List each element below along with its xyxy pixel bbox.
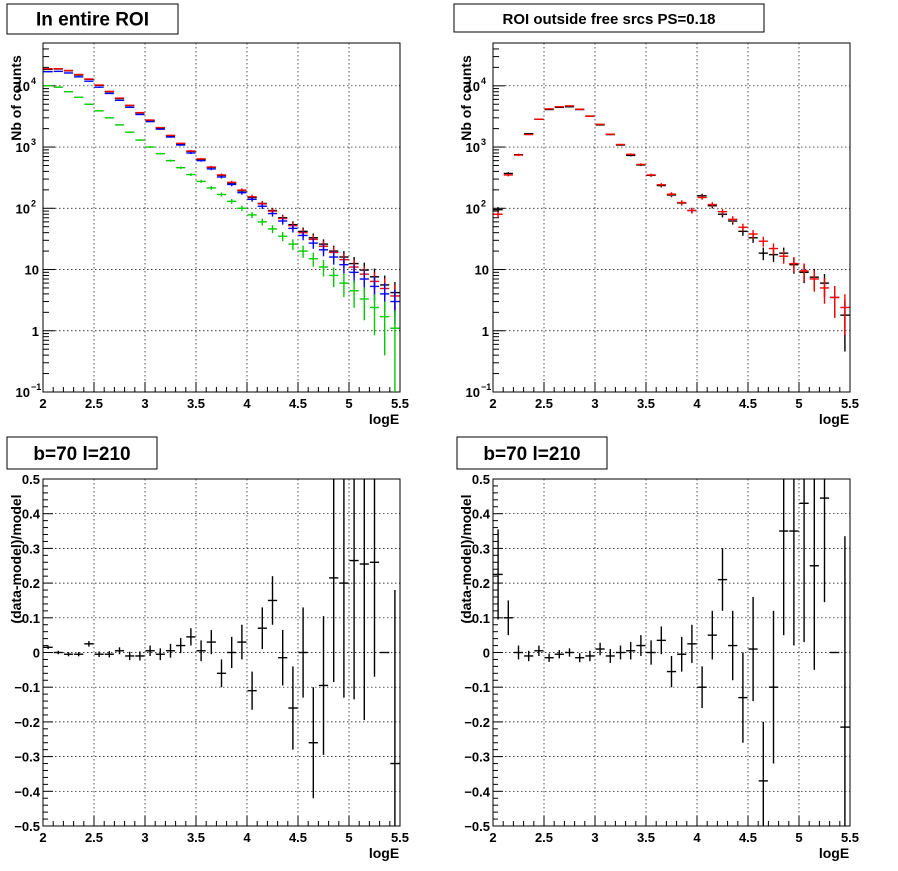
chart-title: In entire ROI xyxy=(36,10,149,31)
y-tick-label: 0.3 xyxy=(22,541,40,556)
y-tick-label: 0 xyxy=(33,646,40,661)
chart-panel: 2 2.5 3 3.5 4 4.5 5 5.5 −0.5 −0.4 −0.3 −0.2 −0.1 0 0.1… xyxy=(6,436,409,861)
x-tick-label: 2.5 xyxy=(85,830,103,845)
y-tick-label: 0 xyxy=(483,646,490,661)
x-tick-label: 2.5 xyxy=(535,830,553,845)
y-tick-label: 1 xyxy=(32,324,39,339)
x-tick-label: 5 xyxy=(795,396,802,411)
x-tick-label: 5 xyxy=(345,396,352,411)
y-tick-label: 1 xyxy=(482,324,489,339)
chart-title: b=70 l=210 xyxy=(483,444,580,465)
title-box xyxy=(453,3,765,33)
y-tick-label: 10 xyxy=(475,263,489,278)
x-axis-label: logE xyxy=(369,845,399,861)
chart-panel: 2 2.5 3 3.5 4 4.5 5 5.5 −0.5 −0.4 −0.3 −0.2 −0.1 0 0.1… xyxy=(456,436,859,861)
x-tick-label: 3.5 xyxy=(637,830,655,845)
x-tick-label: 2 xyxy=(39,396,46,411)
y-tick-label: −0.1 xyxy=(14,680,40,695)
x-tick-label: 3.5 xyxy=(187,830,205,845)
chart-title: b=70 l=210 xyxy=(33,444,130,465)
x-tick-label: 3.5 xyxy=(637,396,655,411)
y-tick-label: 0.1 xyxy=(22,611,40,626)
title-box xyxy=(6,3,179,35)
y-tick-exponent: 4 xyxy=(481,76,486,86)
y-tick-label: 0.2 xyxy=(472,576,490,591)
x-tick-label: 5.5 xyxy=(841,830,859,845)
y-tick-label: 10 xyxy=(16,201,30,216)
x-tick-label: 3 xyxy=(591,830,598,845)
y-tick-label: −0.2 xyxy=(14,715,40,730)
y-tick-label: 10 xyxy=(466,201,480,216)
y-tick-label: 10 xyxy=(16,79,30,94)
y-tick-exponent: 2 xyxy=(31,198,36,208)
y-tick-label: 0.4 xyxy=(472,507,491,522)
y-tick-label: −0.1 xyxy=(464,680,490,695)
x-tick-label: 3.5 xyxy=(187,396,205,411)
x-tick-label: 4 xyxy=(693,396,701,411)
y-tick-label: −0.3 xyxy=(464,750,490,765)
y-tick-label: −0.5 xyxy=(464,819,490,834)
x-tick-label: 4 xyxy=(243,830,251,845)
y-axis-label: (data-model)/model xyxy=(8,494,24,623)
x-tick-label: 4 xyxy=(693,830,701,845)
y-tick-label: 10 xyxy=(25,263,39,278)
y-tick-label: −0.4 xyxy=(14,784,40,799)
x-axis-label: logE xyxy=(819,845,849,861)
x-tick-label: 4.5 xyxy=(289,396,307,411)
x-tick-label: 2.5 xyxy=(85,396,103,411)
x-tick-label: 4.5 xyxy=(739,396,757,411)
plot-frame xyxy=(492,42,851,393)
x-tick-label: 2.5 xyxy=(535,396,553,411)
y-tick-exponent: 2 xyxy=(481,198,486,208)
y-tick-label: 0.3 xyxy=(472,541,490,556)
x-tick-label: 5.5 xyxy=(391,396,409,411)
x-tick-label: 5.5 xyxy=(391,830,409,845)
y-tick-exponent: 3 xyxy=(481,137,486,147)
x-tick-label: 4.5 xyxy=(739,830,757,845)
x-axis-label: logE xyxy=(369,411,399,427)
x-tick-label: 4 xyxy=(243,396,251,411)
x-axis-label: logE xyxy=(819,411,849,427)
y-tick-exponent: −1 xyxy=(481,382,491,392)
x-tick-label: 2 xyxy=(489,396,496,411)
y-tick-label: −0.5 xyxy=(14,819,40,834)
x-tick-label: 5 xyxy=(795,830,802,845)
y-axis-label: Nb of counts xyxy=(8,55,24,141)
y-tick-exponent: −1 xyxy=(31,382,41,392)
x-tick-label: 3 xyxy=(141,830,148,845)
x-tick-label: 4.5 xyxy=(289,830,307,845)
x-tick-label: 5.5 xyxy=(841,396,859,411)
y-tick-label: −0.4 xyxy=(464,784,490,799)
y-tick-label: −0.2 xyxy=(464,715,490,730)
y-tick-label: 10 xyxy=(466,140,480,155)
title-box xyxy=(456,436,608,470)
x-tick-label: 3 xyxy=(591,396,598,411)
y-axis-label: Nb of counts xyxy=(458,55,474,141)
x-tick-label: 2 xyxy=(489,830,496,845)
y-tick-label: 10 xyxy=(466,385,480,400)
y-tick-label: 10 xyxy=(16,385,30,400)
y-tick-label: 0.4 xyxy=(22,507,41,522)
y-tick-label: −0.3 xyxy=(14,750,40,765)
y-tick-label: 10 xyxy=(16,140,30,155)
y-tick-exponent: 3 xyxy=(31,137,36,147)
x-tick-label: 3 xyxy=(141,396,148,411)
plot-frame xyxy=(42,42,401,393)
y-tick-label: 0.5 xyxy=(22,472,40,487)
y-tick-label: 0.2 xyxy=(22,576,40,591)
x-tick-label: 2 xyxy=(39,830,46,845)
x-tick-label: 5 xyxy=(345,830,352,845)
chart-title: ROI outside free srcs PS=0.18 xyxy=(502,11,715,28)
y-tick-exponent: 4 xyxy=(31,76,36,86)
y-tick-label: 10 xyxy=(466,79,480,94)
y-tick-label: 0.5 xyxy=(472,472,490,487)
plot-frame xyxy=(42,478,401,827)
title-box xyxy=(6,436,158,470)
y-axis-label: (data-model)/model xyxy=(458,494,474,623)
y-tick-label: 0.1 xyxy=(472,611,490,626)
